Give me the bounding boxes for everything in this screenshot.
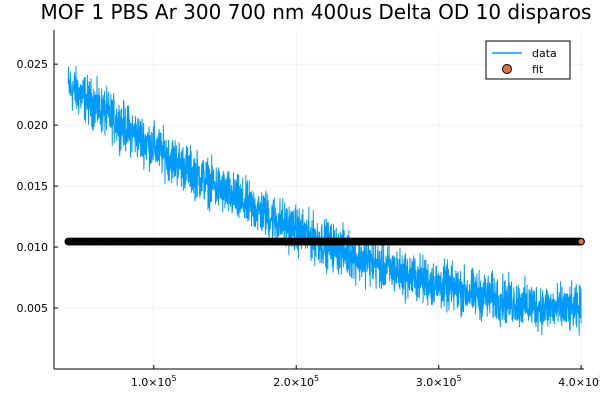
series-fit-points bbox=[65, 238, 584, 244]
x-tick-label: 3.0×105 bbox=[416, 374, 462, 389]
x-tick-label: 1.0×105 bbox=[131, 374, 177, 389]
legend-label: fit bbox=[532, 63, 544, 76]
y-tick-label: 0.015 bbox=[17, 180, 49, 193]
y-tick-label: 0.020 bbox=[17, 119, 49, 132]
chart-title: MOF 1 PBS Ar 300 700 nm 400us Delta OD 1… bbox=[41, 0, 592, 24]
x-tick-label: 2.0×105 bbox=[273, 374, 319, 389]
fit-point bbox=[578, 238, 584, 244]
legend-swatch-fit bbox=[503, 65, 512, 74]
y-tick-label: 0.005 bbox=[17, 302, 49, 315]
y-tick-label: 0.010 bbox=[17, 241, 49, 254]
x-tick-label: 4.0×105 bbox=[558, 374, 600, 389]
legend-label: data bbox=[532, 47, 557, 60]
legend-box bbox=[486, 41, 570, 79]
legend: data fit bbox=[486, 41, 570, 79]
y-tick-label: 0.025 bbox=[17, 58, 49, 71]
